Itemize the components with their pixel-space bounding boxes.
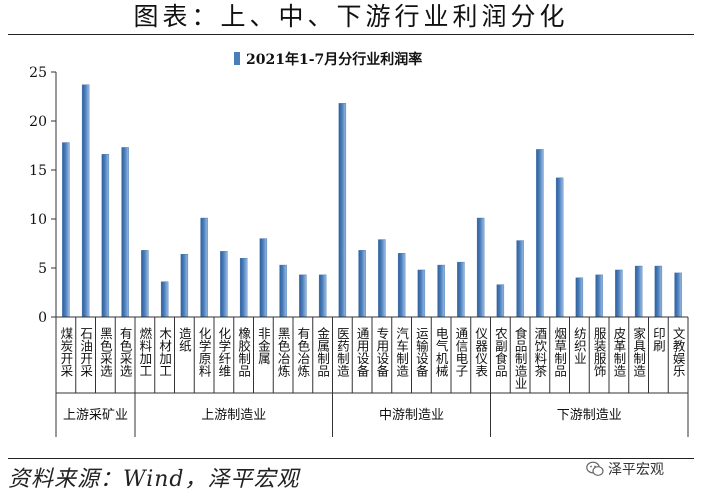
- bar: [536, 149, 544, 318]
- wechat-icon: [586, 461, 604, 476]
- bar: [378, 239, 386, 318]
- x-tick-label: 酒饮料茶: [532, 327, 547, 377]
- bar: [496, 284, 505, 318]
- x-axis-labels: 煤炭开采 石油开采 黑色采选 有色采选 燃料加工 木材加工 造纸 化学原料 化学纤维 橡胶制品 非金…: [58, 326, 685, 390]
- bar: [654, 265, 663, 318]
- x-tick-label: 食品制造业: [513, 326, 528, 390]
- x-tick-label: 有色采选: [118, 327, 133, 378]
- x-tick-label: 服装服饰: [592, 327, 607, 377]
- bar: [338, 103, 347, 318]
- bar: [358, 250, 366, 318]
- bar: [160, 281, 169, 318]
- y-tick-label: 15: [29, 163, 47, 179]
- y-axis: 0 5 10 15 20 25: [29, 65, 57, 326]
- x-tick-label: 通用设备: [355, 327, 370, 378]
- x-tick-label: 汽车制造: [394, 326, 409, 377]
- x-tick-label: 造纸: [177, 327, 192, 353]
- x-tick-label: 燃料加工: [137, 326, 152, 377]
- x-tick-label: 电气机械: [434, 327, 449, 377]
- bar: [516, 240, 524, 318]
- bar: [555, 177, 564, 318]
- x-tick-label: 化学纤维: [216, 327, 231, 377]
- bar: [318, 274, 327, 318]
- bar: [180, 254, 189, 318]
- x-tick-label: 橡胶制品: [236, 327, 251, 377]
- bar: [397, 253, 406, 318]
- bar: [457, 261, 465, 318]
- x-tick-label: 文教娱乐: [671, 326, 686, 377]
- bar: [634, 265, 643, 318]
- x-tick-label: 农副食品: [493, 327, 508, 377]
- x-tick-label: 专用设备: [374, 326, 389, 378]
- x-tick-label: 医药制造: [335, 327, 350, 377]
- x-tick-label: 纺织业: [572, 327, 587, 365]
- bar: [299, 274, 307, 318]
- bar: [121, 147, 129, 318]
- y-tick-label: 5: [38, 261, 47, 277]
- x-tick-label: 烟草制品: [552, 327, 567, 377]
- x-tick-label: 煤炭开采: [58, 327, 73, 377]
- x-tick-label: 仪器仪表: [473, 327, 488, 377]
- x-tick-label: 金属制品: [315, 326, 330, 377]
- bar: [279, 264, 287, 318]
- group-label: 下游制造业: [557, 408, 622, 423]
- x-tick-label: 运输设备: [414, 327, 429, 378]
- bar-chart: 2021年1-7月分行业利润率 0510152025 煤炭开采 石油开采 黑色采选有…: [29, 51, 689, 437]
- source-note: 资料来源：Wind，泽平宏观: [8, 467, 300, 492]
- title-rule: [8, 34, 694, 35]
- bar: [101, 154, 110, 318]
- legend-swatch: [234, 52, 240, 65]
- bars: [62, 84, 682, 318]
- bar: [62, 142, 70, 318]
- x-tick-label: 木材加工: [157, 327, 172, 377]
- bar: [239, 257, 248, 318]
- bar: [220, 251, 228, 318]
- page-title: 图表：上、中、下游行业利润分化: [133, 2, 569, 31]
- x-tick-label: 皮革制造: [611, 327, 626, 377]
- y-tick-label: 20: [29, 114, 47, 130]
- bar: [141, 250, 149, 318]
- x-tick-label: 石油开采: [78, 327, 93, 377]
- bar: [674, 272, 682, 318]
- legend: 2021年1-7月分行业利润率: [234, 51, 422, 68]
- group-label: 上游采矿业: [63, 408, 128, 423]
- group-axis: 上游采矿业 上游制造业 中游制造业 下游制造业: [55, 316, 689, 437]
- footer-rule: [8, 458, 694, 459]
- x-tick-label: 黑色冶炼: [276, 327, 291, 378]
- x-tick-label: 通信电子: [453, 327, 468, 377]
- bar: [200, 217, 208, 318]
- y-tick-label: 10: [29, 212, 47, 228]
- y-tick-label: 25: [29, 65, 47, 81]
- bar: [417, 269, 426, 318]
- bar: [575, 277, 584, 318]
- watermark: 泽平宏观: [586, 458, 664, 480]
- x-tick-label: 印刷: [651, 327, 666, 352]
- y-tick-label: 0: [38, 310, 47, 326]
- bar: [476, 217, 485, 318]
- x-tick-label: 非金属: [256, 327, 271, 365]
- bar: [81, 84, 90, 318]
- group-label: 上游制造业: [201, 408, 266, 423]
- bar: [615, 269, 623, 318]
- legend-label: 2021年1-7月分行业利润率: [246, 51, 422, 68]
- x-tick-label: 家具制造: [631, 326, 646, 377]
- watermark-text: 泽平宏观: [608, 462, 664, 478]
- x-tick-label: 化学原料: [197, 327, 212, 377]
- x-tick-label: 有色冶炼: [295, 327, 310, 378]
- bar: [437, 264, 445, 318]
- bar: [259, 238, 268, 318]
- group-label: 中游制造业: [379, 408, 444, 423]
- bar: [595, 274, 603, 318]
- x-tick-label: 黑色采选: [98, 327, 113, 378]
